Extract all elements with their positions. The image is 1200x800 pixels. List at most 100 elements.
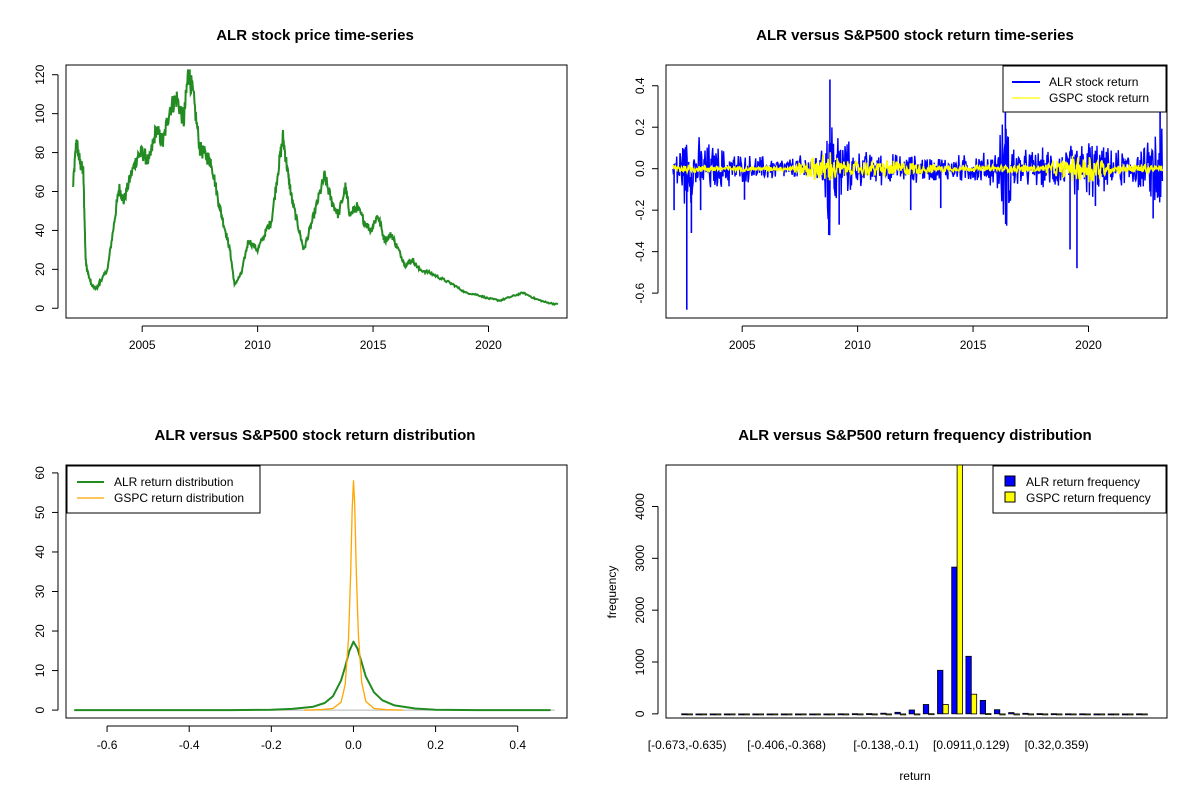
- gspc-frequency-bar: [1141, 713, 1148, 716]
- gspc-frequency-bar: [857, 713, 864, 716]
- chart-title: ALR versus S&P500 return frequency distr…: [738, 427, 1091, 444]
- y-tick-label: 60: [33, 185, 47, 199]
- alr-frequency-bar: [1022, 712, 1029, 715]
- alr-frequency-bar: [709, 713, 716, 716]
- alr-frequency-bar: [766, 713, 773, 716]
- gspc-frequency-bar: [828, 713, 836, 716]
- gspc-frequency-bar: [942, 704, 949, 715]
- alr-frequency-bar: [738, 713, 745, 716]
- panel-frequency-histogram: ALR versus S&P500 return frequency distr…: [605, 427, 1168, 783]
- panel-return-timeseries: ALR versus S&P500 stock return time-seri…: [633, 27, 1168, 352]
- y-tick-label: 20: [33, 262, 47, 276]
- alr-frequency-bar: [866, 713, 873, 715]
- x-tick-label: 0.2: [427, 738, 444, 752]
- chart-title: ALR stock price time-series: [216, 27, 414, 44]
- y-tick-label: 30: [33, 585, 47, 599]
- x-tick-label: 2010: [844, 338, 871, 352]
- x-tick-label: 2015: [960, 338, 987, 352]
- x-axis: [-0.673,-0.635) [-0.406,-0.368) [-0.138,-0…: [648, 738, 1089, 752]
- alr-frequency-bar: [780, 713, 788, 716]
- gspc-frequency-bar: [1127, 713, 1134, 716]
- gspc-frequency-bar: [1070, 713, 1077, 716]
- x-tick-label: 2005: [729, 338, 756, 352]
- alr-frequency-bar: [880, 712, 887, 715]
- y-tick-label: 20: [33, 624, 47, 638]
- legend-label-gspc: GSPC return frequency: [1026, 491, 1151, 505]
- alr-frequency-bar: [937, 669, 944, 715]
- gspc-frequency-bar: [1098, 713, 1106, 716]
- alr-frequency-bar: [851, 713, 859, 716]
- y-axis: 0 20 40 60 80 100 120: [33, 64, 59, 312]
- gspc-frequency-bar: [1056, 713, 1063, 716]
- y-tick-label: 40: [33, 545, 47, 559]
- legend-swatch-gspc: [1004, 491, 1016, 503]
- legend-label-alr: ALR return frequency: [1026, 475, 1140, 489]
- x-tick-label: 0.0: [345, 738, 362, 752]
- plot-frame: [665, 64, 1168, 319]
- panel-return-distribution: ALR versus S&P500 stock return distribut…: [33, 427, 568, 752]
- gspc-frequency-bar: [914, 713, 921, 716]
- x-tick-label: 2020: [1075, 338, 1102, 352]
- y-tick-label: 50: [33, 505, 47, 519]
- series-group: [74, 480, 555, 712]
- gspc-frequency-bar: [843, 713, 850, 716]
- y-tick-label: 0.4: [633, 77, 647, 94]
- gspc-frequency-bar: [686, 713, 693, 716]
- chart-title: ALR versus S&P500 stock return distribut…: [155, 427, 476, 444]
- x-axis: -0.6 -0.4 -0.2 0.0 0.2 0.4: [97, 725, 526, 752]
- legend-label-alr: ALR return distribution: [114, 475, 233, 489]
- alr-density-line: [74, 640, 551, 712]
- gspc-frequency-bar: [1113, 713, 1120, 716]
- alr-frequency-bar: [1121, 713, 1129, 716]
- gspc-frequency-bar: [729, 713, 736, 716]
- alr-frequency-bar: [795, 713, 802, 716]
- x-tick-label: [-0.673,-0.635): [648, 738, 727, 752]
- legend-label-gspc: GSPC return distribution: [114, 491, 244, 505]
- y-tick-label: 0: [33, 706, 47, 713]
- gspc-frequency-bar: [757, 713, 765, 716]
- gspc-frequency-bar: [1013, 713, 1020, 716]
- y-tick-label: 2000: [633, 596, 647, 623]
- y-tick-label: 0: [633, 710, 647, 717]
- x-tick-label: 2015: [360, 338, 387, 352]
- alr-frequency-bar: [837, 713, 844, 716]
- alr-frequency-bar: [951, 566, 958, 715]
- alr-frequency-bar: [752, 713, 759, 716]
- plot-frame: [65, 464, 568, 719]
- gspc-frequency-bar: [985, 713, 992, 715]
- gspc-frequency-bar: [786, 713, 793, 716]
- gspc-frequency-bar: [1042, 713, 1049, 716]
- y-tick-label: 80: [33, 146, 47, 160]
- alr-frequency-bar: [1036, 713, 1043, 715]
- y-tick-label: -0.4: [633, 241, 647, 262]
- x-tick-label: [-0.406,-0.368): [747, 738, 826, 752]
- gspc-frequency-bar: [814, 713, 821, 716]
- gspc-frequency-bar: [1084, 713, 1091, 716]
- y-tick-label: -0.2: [633, 200, 647, 221]
- legend-box: [992, 465, 1167, 514]
- legend-swatch-alr: [1004, 475, 1016, 487]
- alr-frequency-bar: [965, 655, 972, 715]
- gspc-frequency-bar: [1027, 713, 1034, 716]
- y-tick-label: 40: [33, 223, 47, 237]
- gspc-density-line: [304, 480, 403, 711]
- x-tick-label: [0.32,0.359): [1025, 738, 1089, 752]
- panel-price-timeseries: ALR stock price time-series 0 20 40 60 80 100…: [33, 27, 568, 352]
- gspc-frequency-bar: [899, 713, 907, 716]
- gspc-frequency-bar: [871, 713, 878, 716]
- y-axis: 0 1000 2000 3000 4000: [633, 493, 659, 717]
- alr-frequency-bar: [695, 713, 702, 716]
- alr-frequency-bar: [894, 711, 901, 715]
- y-axis: 0 10 20 30 40 50 60: [33, 466, 59, 713]
- gspc-frequency-bar: [700, 713, 708, 716]
- series-group: [681, 464, 1148, 716]
- gspc-frequency-bar: [800, 713, 807, 716]
- alr-frequency-bar: [1079, 713, 1086, 716]
- legend-label-alr: ALR stock return: [1049, 75, 1138, 89]
- alr-frequency-bar: [922, 704, 930, 715]
- series-group: [672, 79, 1164, 310]
- x-axis-label: return: [899, 769, 930, 783]
- y-axis-label: frequency: [605, 566, 619, 619]
